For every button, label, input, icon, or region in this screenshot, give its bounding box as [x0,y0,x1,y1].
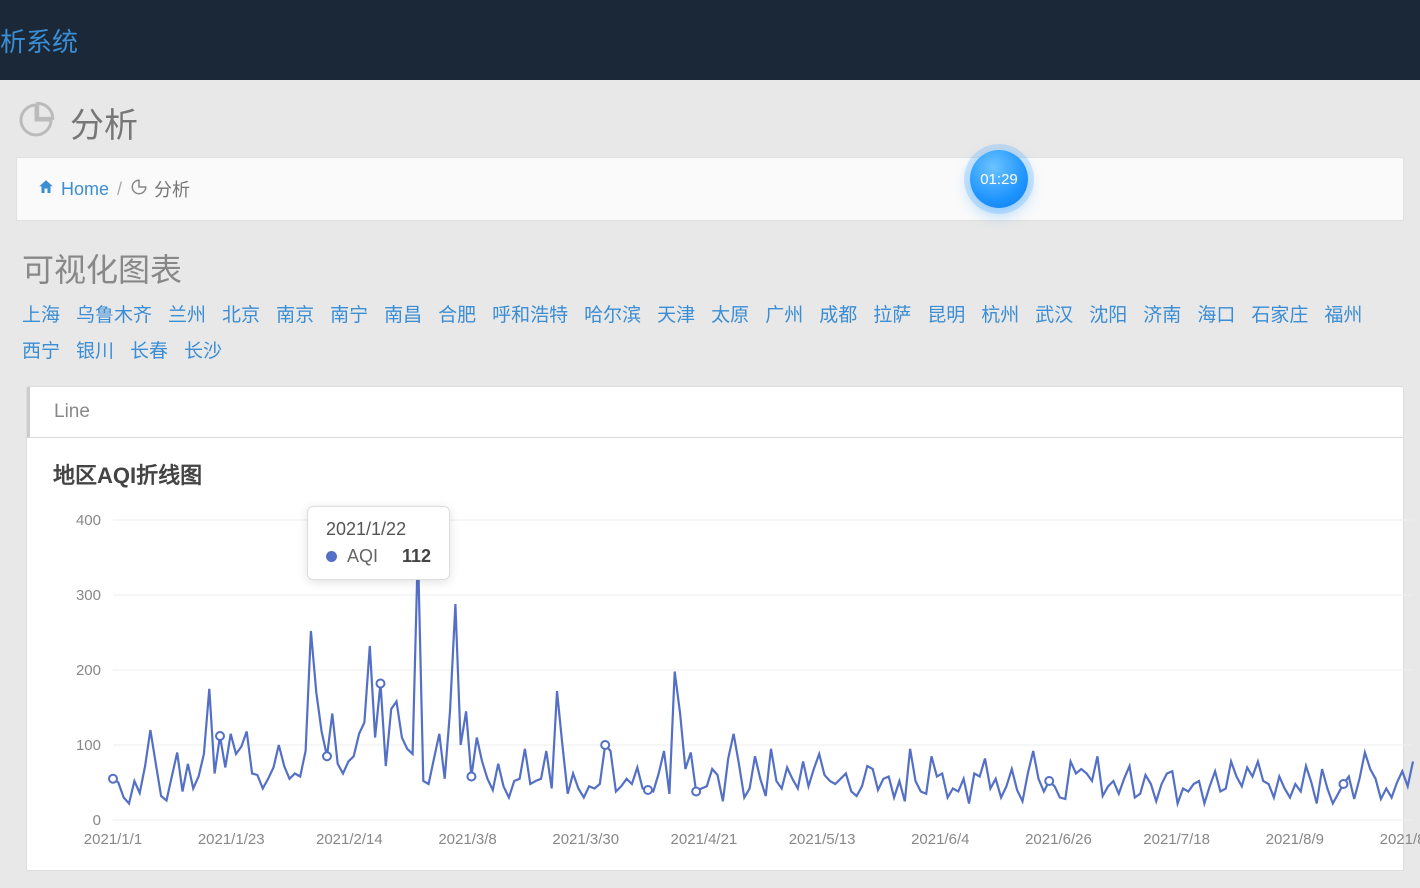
city-link[interactable]: 哈尔滨 [584,301,641,331]
city-link[interactable]: 杭州 [981,301,1019,331]
city-link[interactable]: 沈阳 [1089,301,1127,331]
city-link[interactable]: 天津 [657,301,695,331]
svg-text:2021/6/26: 2021/6/26 [1025,831,1092,848]
city-links: 上海乌鲁木齐兰州北京南京南宁南昌合肥呼和浩特哈尔滨天津太原广州成都拉萨昆明杭州武… [22,301,1404,368]
svg-text:2021/8/9: 2021/8/9 [1266,831,1324,848]
breadcrumb: Home / 分析 [16,157,1404,221]
city-link[interactable]: 太原 [711,301,749,331]
home-icon [37,178,55,201]
pie-chart-small-icon [130,178,148,201]
section-title: 可视化图表 [22,245,1404,291]
topbar: 析系统 [0,0,1420,80]
content: 可视化图表 上海乌鲁木齐兰州北京南京南宁南昌合肥呼和浩特哈尔滨天津太原广州成都拉… [16,245,1404,871]
city-link[interactable]: 成都 [819,301,857,331]
city-link[interactable]: 石家庄 [1251,301,1308,331]
page-header: 分析 [0,80,1420,157]
chart-title: 地区AQI折线图 [53,458,1377,490]
svg-text:2021/5/13: 2021/5/13 [789,831,856,848]
svg-text:2021/4/21: 2021/4/21 [671,831,738,848]
city-link[interactable]: 济南 [1143,301,1181,331]
city-link[interactable]: 广州 [765,301,803,331]
city-link[interactable]: 合肥 [438,301,476,331]
city-link[interactable]: 南京 [276,301,314,331]
city-link[interactable]: 西宁 [22,337,60,367]
city-link[interactable]: 长沙 [184,337,222,367]
breadcrumb-current: 分析 [130,176,190,202]
city-link[interactable]: 银川 [76,337,114,367]
city-link[interactable]: 武汉 [1035,301,1073,331]
tooltip-date: 2021/1/22 [326,519,431,540]
chart-wrap: 地区AQI折线图 0 100 200 300 400 2021/1/1 2021/1/23 2… [27,438,1403,870]
clock-badge[interactable]: 01:29 [970,150,1028,208]
chart-panel: Line 地区AQI折线图 0 100 200 300 400 2021/1/1 2021/… [26,386,1404,871]
page-title: 分析 [70,98,138,147]
svg-text:2021/2/14: 2021/2/14 [316,831,383,848]
pie-chart-icon [16,100,56,145]
chart-tooltip: 2021/1/22 AQI 112 [307,506,450,580]
tooltip-label: AQI [347,546,378,567]
svg-text:2021/8/31: 2021/8/31 [1380,831,1420,848]
svg-text:2021/7/18: 2021/7/18 [1143,831,1210,848]
tooltip-value: 112 [402,546,431,567]
city-link[interactable]: 海口 [1197,301,1235,331]
city-link[interactable]: 乌鲁木齐 [76,301,152,331]
topbar-title: 析系统 [0,22,78,59]
panel-header: Line [27,387,1403,438]
svg-text:100: 100 [76,737,101,754]
svg-text:2021/3/30: 2021/3/30 [552,831,619,848]
city-link[interactable]: 福州 [1324,301,1362,331]
breadcrumb-separator: / [117,179,122,200]
svg-text:2021/6/4: 2021/6/4 [911,831,969,848]
city-link[interactable]: 南宁 [330,301,368,331]
svg-text:400: 400 [76,512,101,529]
city-link[interactable]: 南昌 [384,301,422,331]
svg-text:200: 200 [76,662,101,679]
city-link[interactable]: 兰州 [168,301,206,331]
svg-text:300: 300 [76,587,101,604]
city-link[interactable]: 呼和浩特 [492,301,568,331]
breadcrumb-current-label: 分析 [154,176,190,202]
line-chart[interactable]: 0 100 200 300 400 2021/1/1 2021/1/23 2021/2/14 2… [53,510,1420,860]
svg-text:2021/1/23: 2021/1/23 [198,831,265,848]
breadcrumb-home-link[interactable]: Home [37,178,109,201]
breadcrumb-home-label: Home [61,179,109,200]
city-link[interactable]: 拉萨 [873,301,911,331]
clock-time: 01:29 [980,171,1018,188]
tooltip-dot-icon [326,551,337,562]
city-link[interactable]: 上海 [22,301,60,331]
svg-text:0: 0 [93,812,101,829]
city-link[interactable]: 北京 [222,301,260,331]
svg-text:2021/1/1: 2021/1/1 [84,831,142,848]
city-link[interactable]: 长春 [130,337,168,367]
svg-text:2021/3/8: 2021/3/8 [438,831,496,848]
city-link[interactable]: 昆明 [927,301,965,331]
